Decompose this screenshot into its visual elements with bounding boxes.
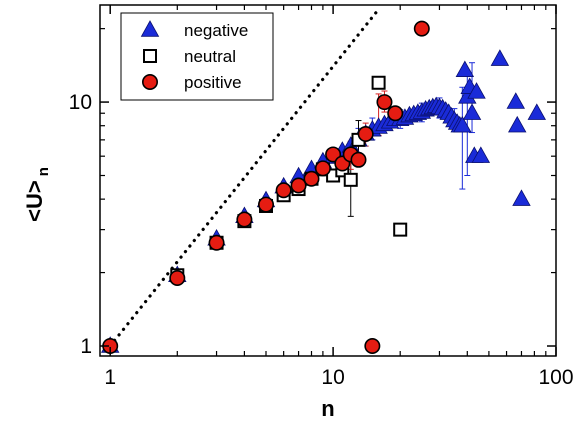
positive-point	[275, 182, 292, 199]
positive-point	[357, 125, 374, 142]
neutral-point	[343, 172, 358, 187]
negative-point	[467, 82, 486, 99]
reference-line-layer	[108, 7, 381, 348]
legend-label-negative: negative	[184, 21, 248, 40]
y-axis-label-subscript: n	[35, 167, 52, 176]
positive-point	[208, 234, 225, 251]
y-tick-label: 1	[80, 335, 92, 358]
negative-point	[462, 103, 482, 120]
x-tick-label: 10	[321, 366, 344, 389]
legend-label-positive: positive	[184, 73, 242, 92]
x-tick-label: 1	[104, 366, 116, 389]
neutral-point	[393, 222, 408, 237]
negative-point	[512, 189, 531, 206]
y-axis-label: <U> n	[22, 167, 52, 222]
reference-line	[108, 7, 381, 348]
marker-layer	[100, 20, 547, 355]
neutral-point	[371, 75, 386, 90]
positive-point	[387, 105, 404, 122]
negative-point	[453, 115, 472, 133]
positive-point	[169, 270, 186, 287]
negative-point	[490, 49, 510, 66]
plot-area	[99, 4, 557, 357]
positive-point	[364, 338, 381, 355]
negative-point	[471, 146, 491, 163]
y-tick-label: 10	[69, 91, 92, 114]
x-axis-label: n	[321, 396, 334, 421]
positive-point	[257, 196, 274, 213]
negative-point	[508, 115, 527, 133]
positive-point	[350, 151, 367, 168]
positive-point	[413, 20, 430, 37]
plot-frame	[99, 4, 557, 357]
legend: negative neutral positive	[120, 12, 274, 101]
positive-point	[236, 211, 253, 228]
positive-point	[314, 160, 331, 177]
negative-point	[455, 60, 475, 77]
negative-point	[506, 92, 526, 109]
positive-point	[303, 170, 320, 187]
negative-point	[527, 103, 547, 120]
legend-marker-neutral	[143, 49, 157, 63]
ticks-layer: 1 10 100 1 10	[69, 5, 574, 389]
legend-marker-positive	[142, 74, 159, 91]
x-tick-label: 100	[538, 366, 573, 389]
legend-marker-negative	[140, 20, 160, 37]
legend-label-neutral: neutral	[184, 47, 236, 66]
positive-point	[376, 94, 393, 111]
positive-point	[290, 177, 307, 194]
y-axis-label-main: <U>	[22, 180, 47, 222]
